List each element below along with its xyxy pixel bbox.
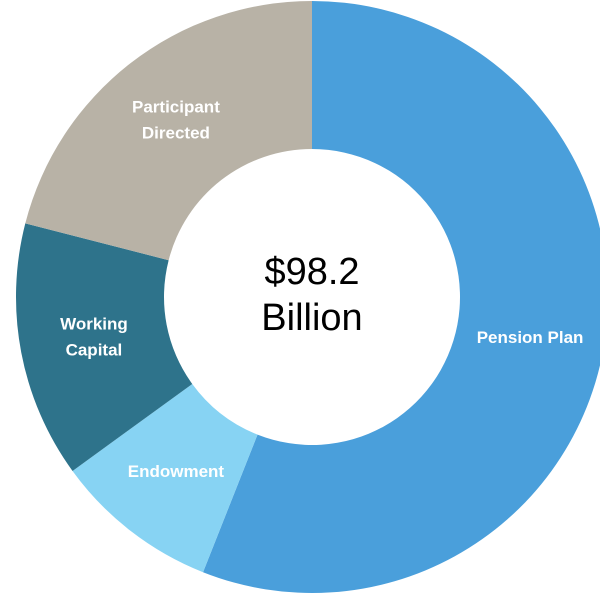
donut-slice — [15, 223, 193, 471]
donut-slice — [203, 1, 600, 593]
slice-label: Endowment — [128, 462, 225, 481]
center-label: $98.2 Billion — [261, 251, 362, 339]
slice-label: Pension Plan — [477, 328, 584, 347]
slice-label: Participant Directed — [132, 98, 220, 143]
slice-label: Working Capital — [60, 315, 128, 360]
donut-slice — [25, 1, 313, 261]
donut-slice — [72, 383, 258, 573]
